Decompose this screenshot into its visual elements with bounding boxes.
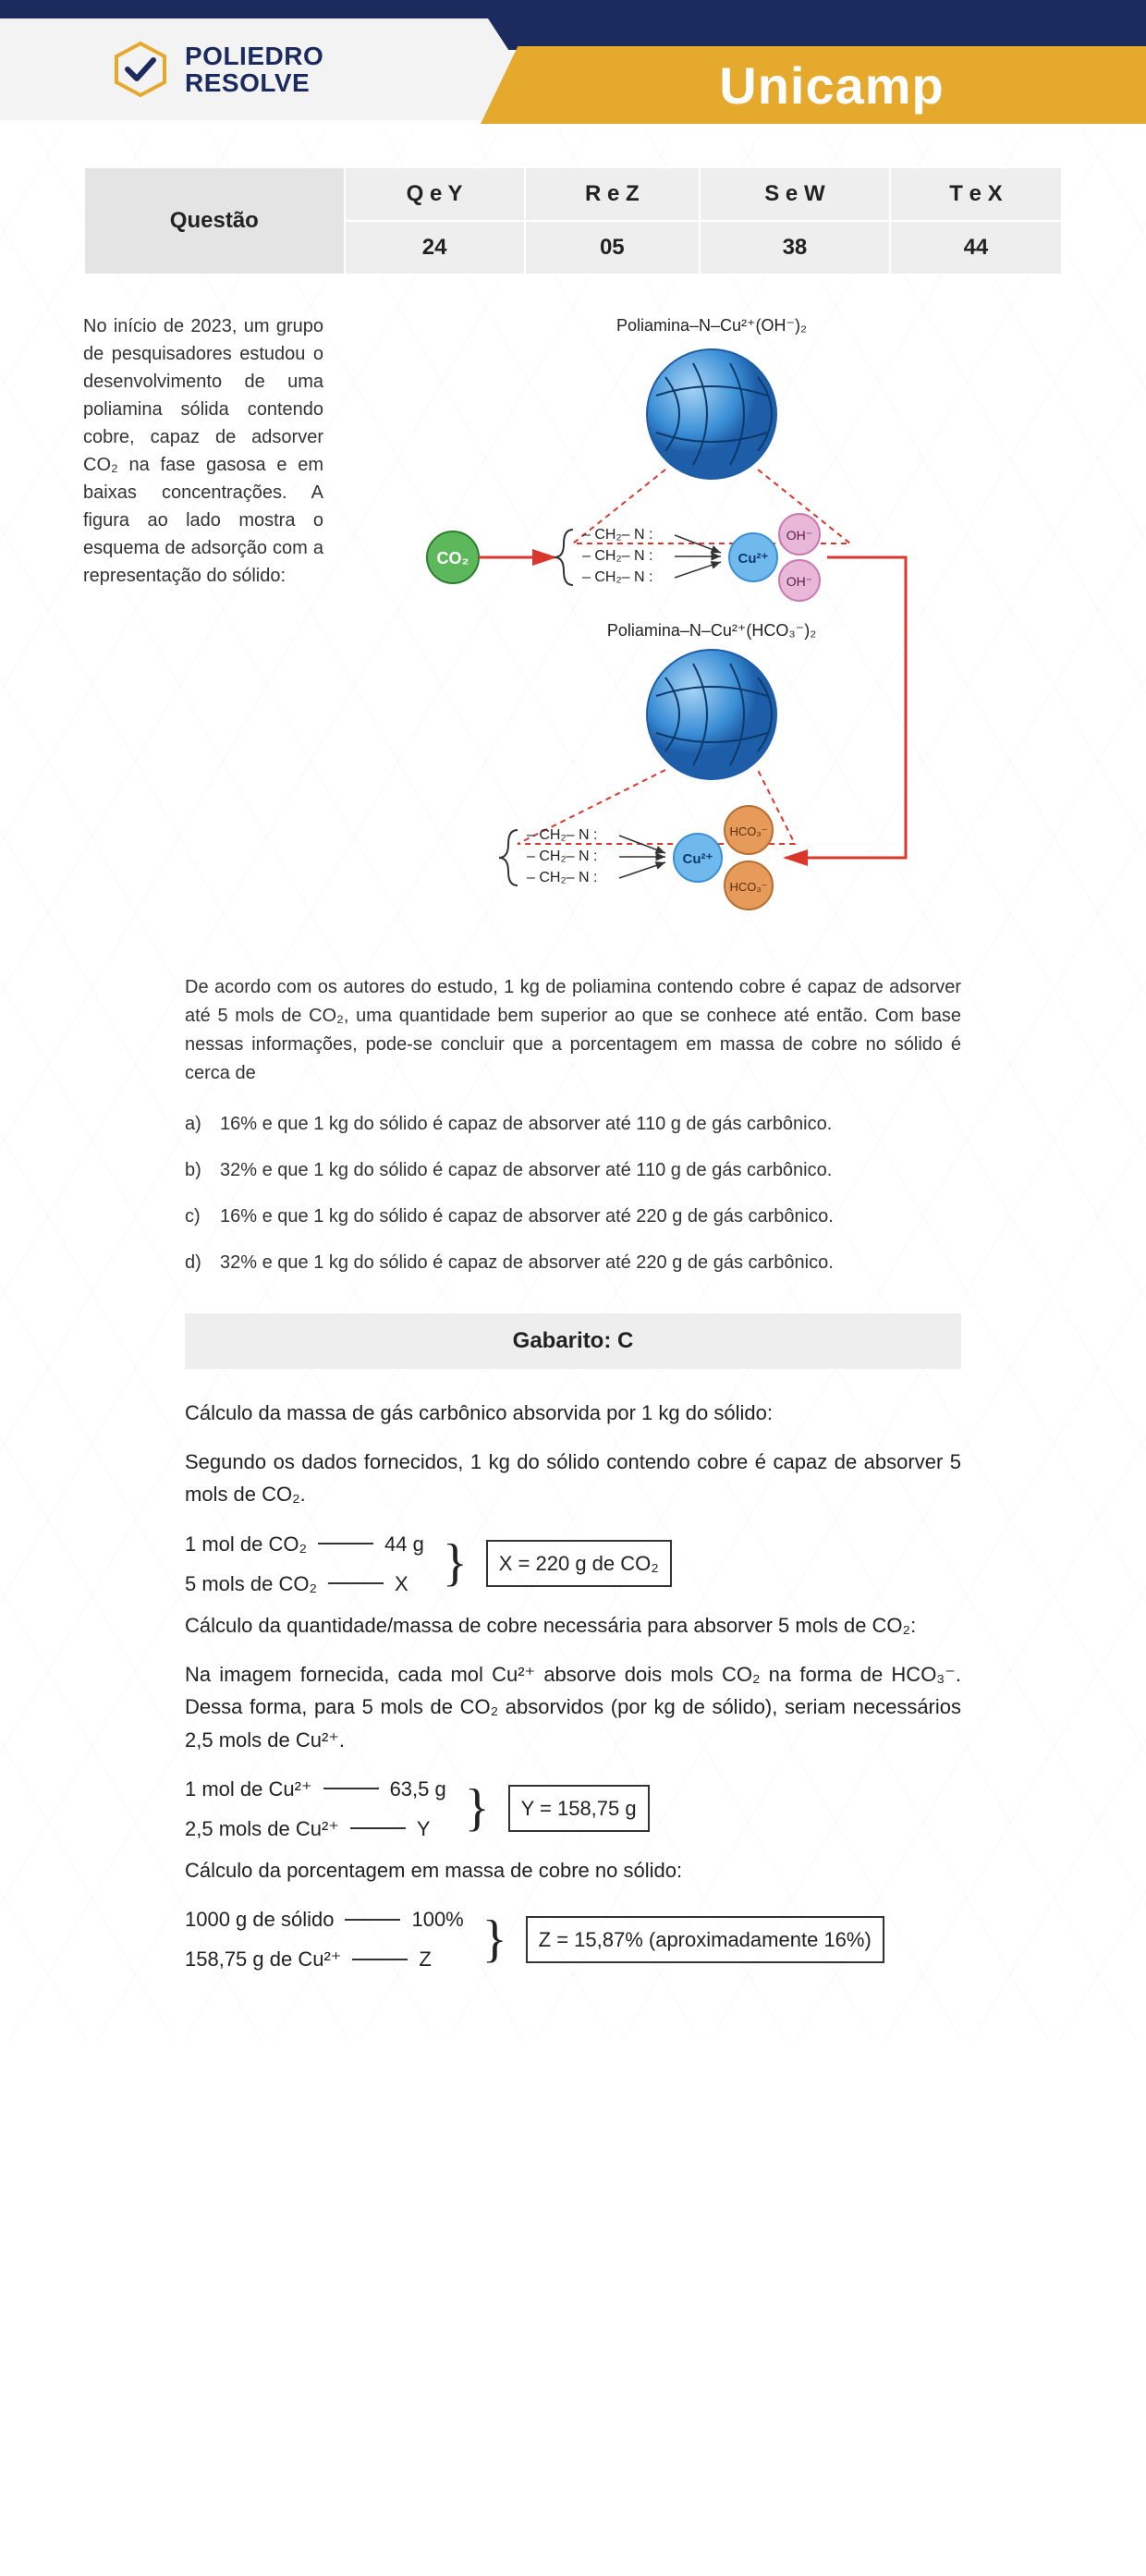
table-col-2: S e W [700, 167, 890, 221]
svg-text:– CH₂– N :: – CH₂– N : [527, 870, 597, 885]
sol-p1: Cálculo da massa de gás carbônico absorv… [185, 1397, 961, 1429]
calc3-result: Z = 15,87% (aproximadamente 16%) [526, 1916, 884, 1963]
co2-label: CO₂ [437, 549, 469, 568]
alternatives-list: a) 16% e que 1 kg do sólido é capaz de a… [83, 1110, 1063, 1276]
solution-block: Cálculo da massa de gás carbônico absorv… [83, 1397, 1063, 2041]
chemistry-diagram: Poliamina–N–Cu²⁺(OH⁻)₂ CO₂ [360, 312, 1063, 946]
alternative-d: d) 32% e que 1 kg do sólido é capaz de a… [185, 1249, 961, 1276]
svg-text:– CH₂– N :: – CH₂– N : [527, 848, 597, 864]
logo-line1: POLIEDRO [185, 43, 323, 69]
calc1-result: X = 220 g de CO₂ [486, 1540, 672, 1587]
hexagon-check-icon [111, 40, 170, 99]
svg-text:OH⁻: OH⁻ [786, 574, 812, 589]
diagram-label-bottom: Poliamina–N–Cu²⁺(HCO₃⁻)₂ [607, 621, 816, 640]
table-val-3: 44 [890, 221, 1062, 275]
calc2-result: Y = 158,75 g [508, 1785, 650, 1832]
sol-p3: Cálculo da quantidade/massa de cobre nec… [185, 1609, 961, 1642]
calc-1: 1 mol de CO₂44 g 5 mols de CO₂X } X = 22… [185, 1528, 961, 1600]
sol-p5: Cálculo da porcentagem em massa de cobre… [185, 1854, 961, 1886]
svg-text:– CH₂– N :: – CH₂– N : [582, 548, 652, 564]
svg-text:– CH₂– N :: – CH₂– N : [527, 827, 597, 843]
table-val-0: 24 [345, 221, 525, 275]
answer-key: Gabarito: C [185, 1313, 961, 1369]
question-body: De acordo com os autores do estudo, 1 kg… [83, 973, 1063, 1088]
svg-text:HCO₃⁻: HCO₃⁻ [729, 824, 767, 838]
svg-text:OH⁻: OH⁻ [786, 528, 812, 543]
diagram-label-top: Poliamina–N–Cu²⁺(OH⁻)₂ [616, 316, 807, 335]
svg-text:Cu²⁺: Cu²⁺ [683, 851, 713, 867]
alternative-b: b) 32% e que 1 kg do sólido é capaz de a… [185, 1156, 961, 1184]
question-intro-text: No início de 2023, um grupo de pesquisad… [83, 312, 323, 946]
table-col-1: R e Z [525, 167, 700, 221]
table-col-3: T e X [890, 167, 1062, 221]
table-col-0: Q e Y [345, 167, 525, 221]
title-band: Unicamp [481, 41, 1146, 124]
svg-text:Cu²⁺: Cu²⁺ [738, 551, 769, 567]
table-val-1: 05 [525, 221, 700, 275]
calc-3: 1000 g de sólido100% 158,75 g de Cu²⁺Z }… [185, 1903, 961, 1975]
svg-text:– CH₂– N :: – CH₂– N : [582, 527, 652, 543]
svg-text:HCO₃⁻: HCO₃⁻ [729, 880, 767, 894]
page-header: POLIEDRO RESOLVE Unicamp [0, 0, 1146, 129]
logo-line2: RESOLVE [185, 69, 323, 96]
logo-text: POLIEDRO RESOLVE [185, 43, 323, 97]
svg-text:– CH₂– N :: – CH₂– N : [582, 569, 652, 585]
alternative-c: c) 16% e que 1 kg do sólido é capaz de a… [185, 1203, 961, 1230]
table-val-2: 38 [700, 221, 890, 275]
sol-p4: Na imagem fornecida, cada mol Cu²⁺ absor… [185, 1658, 961, 1756]
page-title: Unicamp [481, 46, 1146, 116]
table-row-label: Questão [84, 167, 345, 275]
logo-block: POLIEDRO RESOLVE [0, 18, 555, 120]
alternative-a: a) 16% e que 1 kg do sólido é capaz de a… [185, 1110, 961, 1138]
question-table: Questão Q e Y R e Z S e W T e X 24 05 38… [83, 166, 1063, 275]
calc-2: 1 mol de Cu²⁺63,5 g 2,5 mols de Cu²⁺Y } … [185, 1773, 961, 1845]
sol-p2: Segundo os dados fornecidos, 1 kg do sól… [185, 1446, 961, 1510]
